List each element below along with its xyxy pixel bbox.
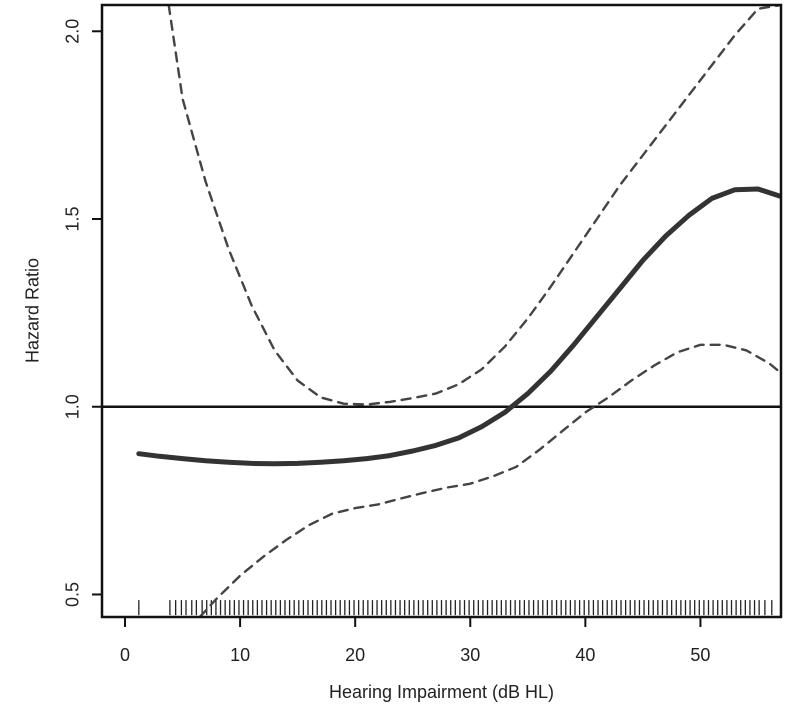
confidence-band-line-1 [167, 5, 781, 406]
y-tick-label: 0.5 [63, 582, 83, 607]
confidence-band-line-2 [198, 343, 781, 617]
series-layer [136, 5, 781, 617]
x-tick-label: 40 [575, 645, 595, 665]
x-axis-label: Hearing Impairment (dB HL) [328, 682, 555, 702]
y-tick-label: 2.0 [63, 19, 83, 44]
x-tick-label: 10 [230, 645, 250, 665]
y-axis-label: Hazard Ratio [22, 257, 43, 364]
x-tick-label: 20 [345, 645, 365, 665]
y-tick-label: 1.5 [63, 206, 83, 231]
rug-layer [138, 600, 773, 616]
y-tick-label: 1.0 [63, 394, 83, 419]
axis-layer: 0 10 20 30 40 50 0.5 1.0 1.5 2.0 [63, 19, 711, 665]
hazard-ratio-line [136, 186, 781, 467]
x-tick-label: 50 [690, 645, 710, 665]
x-tick-label: 0 [120, 645, 130, 665]
x-tick-label: 30 [460, 645, 480, 665]
y-axis-label-wrap: Hazard Ratio [8, 0, 43, 713]
plot-frame [100, 3, 783, 619]
